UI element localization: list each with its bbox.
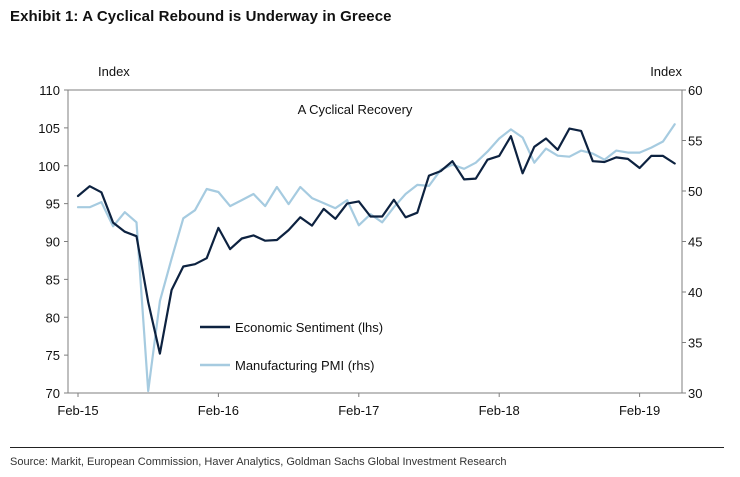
series-line-manufacturing-pmi — [76, 123, 676, 393]
series-line-economic-sentiment — [76, 127, 676, 355]
chart-title: A Cyclical Recovery — [298, 102, 413, 117]
x-tick-label: Feb-18 — [479, 403, 520, 418]
right-axis-ticks: 30 35 40 45 50 55 60 — [682, 83, 702, 401]
x-tick-label: Feb-15 — [57, 403, 98, 418]
line-chart: Index Index A Cyclical Recovery 70 75 80 85… — [38, 64, 702, 418]
exhibit-title: Exhibit 1: A Cyclical Rebound is Underwa… — [10, 8, 392, 25]
left-axis-ticks: 70 75 80 85 90 95 100 105 110 — [38, 83, 68, 401]
source-note: Source: Markit, European Commission, Hav… — [10, 456, 507, 468]
right-tick-label: 30 — [688, 386, 702, 401]
series-lines — [76, 123, 676, 393]
right-axis-label: Index — [650, 64, 682, 79]
right-tick-label: 40 — [688, 285, 702, 300]
left-tick-label: 100 — [38, 159, 60, 174]
legend: Economic Sentiment (lhs) Manufacturing PM… — [200, 320, 383, 373]
x-tick-label: Feb-19 — [619, 403, 660, 418]
left-axis-label: Index — [98, 64, 130, 79]
x-axis-ticks: Feb-15 Feb-16 Feb-17 Feb-18 Feb-19 — [57, 393, 660, 418]
left-tick-label: 80 — [46, 310, 60, 325]
left-tick-label: 85 — [46, 272, 60, 287]
legend-label: Economic Sentiment (lhs) — [235, 320, 383, 335]
right-tick-label: 35 — [688, 336, 702, 351]
left-tick-label: 90 — [46, 235, 60, 250]
legend-label: Manufacturing PMI (rhs) — [235, 358, 374, 373]
x-tick-label: Feb-16 — [198, 403, 239, 418]
right-tick-label: 45 — [688, 235, 702, 250]
right-tick-label: 60 — [688, 83, 702, 98]
right-tick-label: 55 — [688, 134, 702, 149]
footer-rule — [10, 447, 724, 448]
left-tick-label: 75 — [46, 348, 60, 363]
left-tick-label: 105 — [38, 121, 60, 136]
right-tick-label: 50 — [688, 184, 702, 199]
left-tick-label: 95 — [46, 197, 60, 212]
left-tick-label: 110 — [39, 83, 60, 98]
x-tick-label: Feb-17 — [338, 403, 379, 418]
left-tick-label: 70 — [46, 386, 60, 401]
